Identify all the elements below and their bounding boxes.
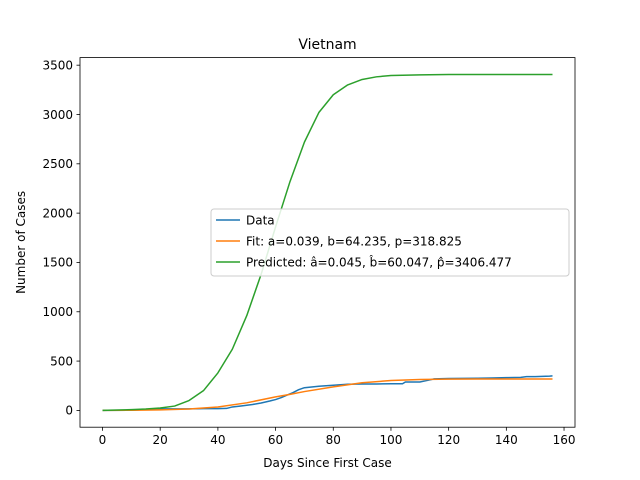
y-tick-label: 3000 [42,108,73,122]
y-tick-label: 500 [50,354,73,368]
plot-frame [79,57,576,428]
chart-title: Vietnam [298,37,356,53]
y-axis-label: Number of Cases [14,191,28,294]
x-tick-label: 20 [153,433,168,447]
x-tick-label: 120 [437,433,460,447]
series-line-2 [102,73,553,412]
x-axis: 0 20 40 60 80 100 120 140 160 [99,427,576,447]
x-tick-label: 140 [495,433,518,447]
series-line-0 [102,375,553,412]
legend-box [210,208,570,277]
x-tick-label: 100 [380,433,403,447]
series-layer [102,73,553,412]
x-tick-label: 60 [268,433,283,447]
y-axis: 0 500 1000 1500 2000 2500 3000 3500 [42,58,80,418]
x-tick-label: 0 [99,433,107,447]
x-axis-label: Days Since First Case [263,456,392,470]
x-tick-label: 160 [553,433,576,447]
legend: Data Fit: a=0.039, b=64.235, p=318.825 Pre… [210,208,570,277]
x-tick-label: 40 [210,433,225,447]
y-tick-label: 3500 [42,58,73,72]
legend-label-1: Fit: a=0.039, b=64.235, p=318.825 [246,234,462,248]
series-line-1 [102,378,553,412]
y-tick-label: 2000 [42,206,73,220]
x-tick-label: 80 [326,433,341,447]
legend-label-2: Predicted: â=0.045, b̂=60.047, p̂=3406.4… [246,255,512,269]
y-tick-label: 1500 [42,256,73,270]
y-tick-label: 2500 [42,157,73,171]
y-tick-label: 1000 [42,305,73,319]
legend-label-0: Data [246,213,275,227]
y-tick-label: 0 [65,404,73,418]
